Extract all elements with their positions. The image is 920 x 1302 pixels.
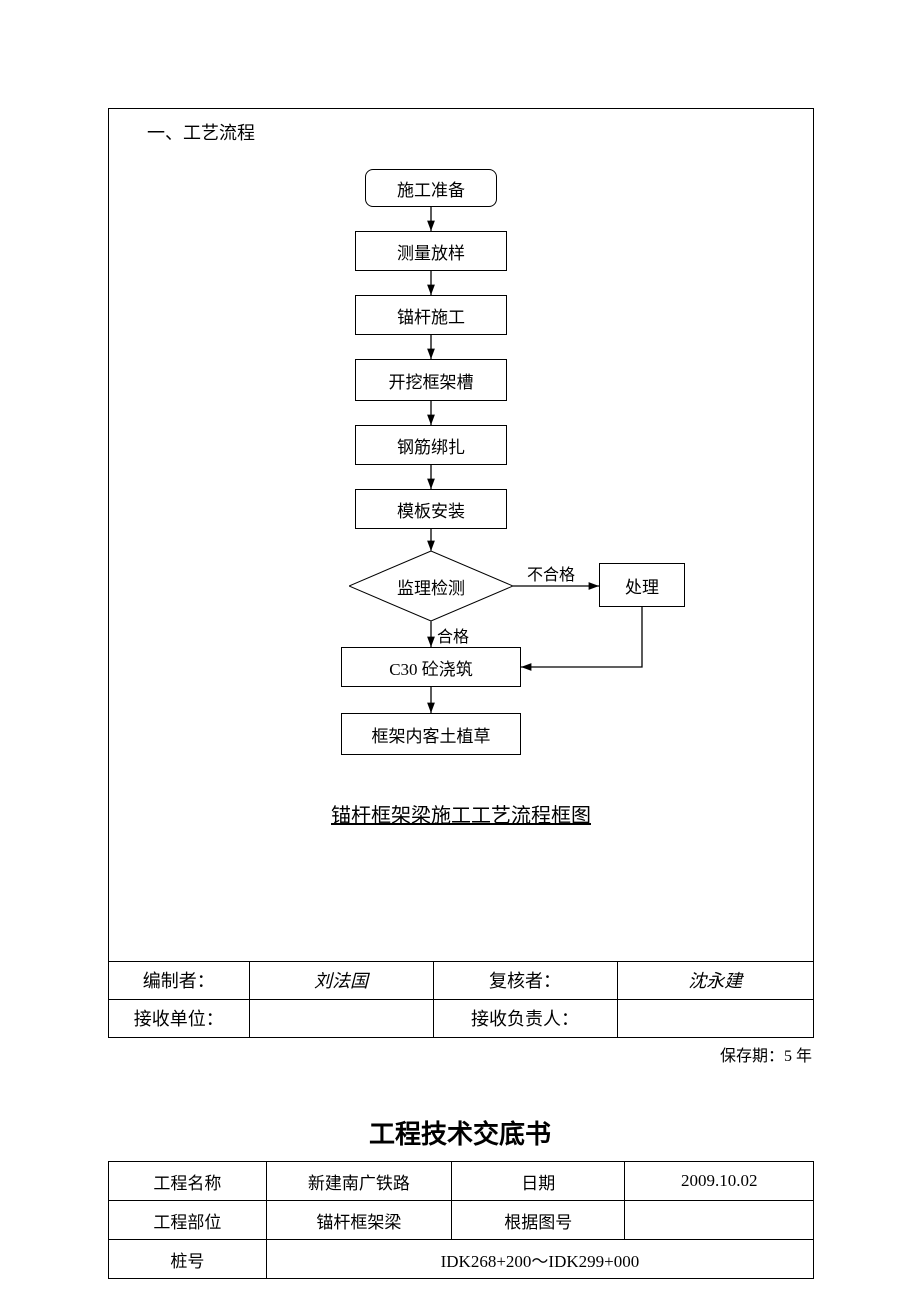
info-cell: 根据图号 [452,1201,625,1240]
info-table: 工程名称 新建南广铁路 日期 2009.10.02 工程部位 锚杆框架梁 根据图… [108,1161,814,1279]
flowchart-caption: 锚杆框架梁施工工艺流程框图 [109,799,813,828]
doc-title: 工程技术交底书 [0,1114,920,1151]
sig-receiver-person-value [617,999,813,1037]
flow-node-concrete: C30 砼浇筑 [341,647,521,687]
flow-node-anchor: 锚杆施工 [355,295,507,335]
sig-receiver-person-label: 接收负责人： [433,999,617,1037]
flowchart-area: 施工准备 测量放样 锚杆施工 开挖框架槽 钢筋绑扎 模板安装 监理检测 处理 C… [109,145,813,905]
sig-receiver-unit-value [249,999,433,1037]
flow-node-prep: 施工准备 [365,169,497,207]
sig-reviewer-label: 复核者： [433,961,617,999]
info-cell: 工程部位 [109,1201,267,1240]
flow-node-survey: 测量放样 [355,231,507,271]
table-row: 接收单位： 接收负责人： [109,999,813,1037]
page: 一、工艺流程 [0,108,920,1279]
sig-reviewer-value: 沈永建 [617,961,813,999]
info-cell [625,1201,814,1240]
table-row: 桩号 IDK268+200～IDK299+000 [109,1240,814,1279]
table-row: 工程名称 新建南广铁路 日期 2009.10.02 [109,1162,814,1201]
flow-node-planting: 框架内客土植草 [341,713,521,755]
flow-node-excavate: 开挖框架槽 [355,359,507,401]
retention-note: 保存期：5 年 [0,1042,812,1066]
info-cell: 桩号 [109,1240,267,1279]
edge-label-fail: 不合格 [527,561,575,585]
info-cell: 锚杆框架梁 [266,1201,451,1240]
flow-node-inspection-label: 监理检测 [349,551,513,621]
flow-node-handle: 处理 [599,563,685,607]
flow-node-rebar: 钢筋绑扎 [355,425,507,465]
sig-author-label: 编制者： [109,961,249,999]
flow-node-inspection: 监理检测 [349,551,513,621]
table-row: 编制者： 刘法国 复核者： 沈永建 [109,961,813,999]
flow-node-formwork: 模板安装 [355,489,507,529]
edge-label-pass: 合格 [437,623,469,647]
table-row: 工程部位 锚杆框架梁 根据图号 [109,1201,814,1240]
info-cell: 2009.10.02 [625,1162,814,1201]
section-heading: 一、工艺流程 [109,109,813,145]
sig-author-value: 刘法国 [249,961,433,999]
info-cell: 日期 [452,1162,625,1201]
info-cell: 工程名称 [109,1162,267,1201]
sig-receiver-unit-label: 接收单位： [109,999,249,1037]
info-cell: IDK268+200～IDK299+000 [266,1240,813,1279]
info-cell: 新建南广铁路 [266,1162,451,1201]
signature-table: 编制者： 刘法国 复核者： 沈永建 接收单位： 接收负责人： [109,961,813,1038]
flowchart-panel: 一、工艺流程 [108,108,814,1038]
